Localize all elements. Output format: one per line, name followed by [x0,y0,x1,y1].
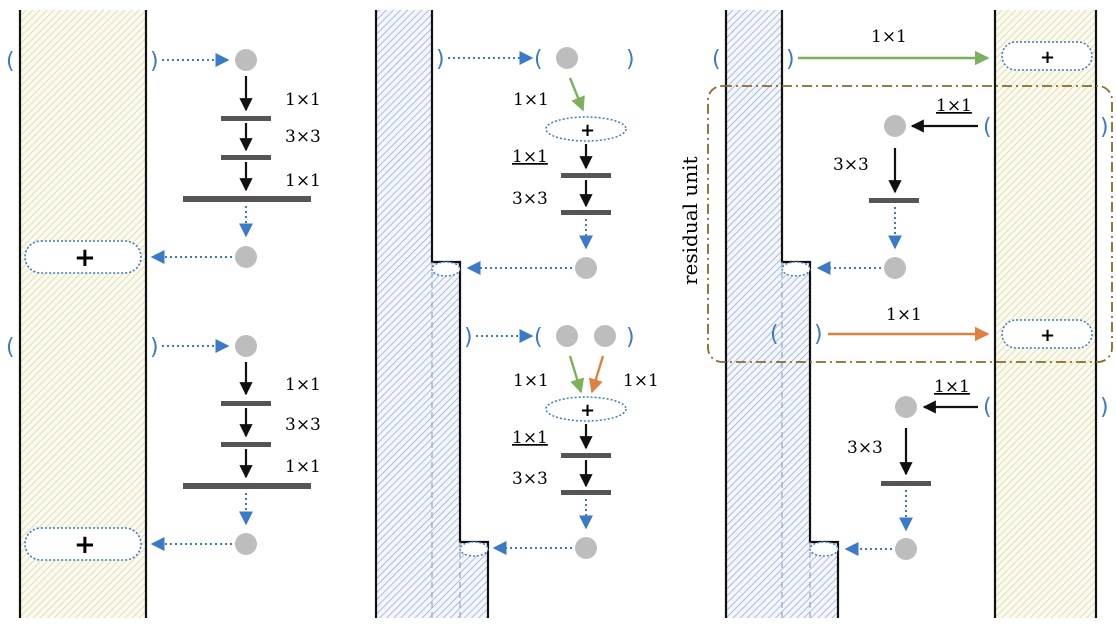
panel-a-bracket-close-2: ) [150,335,159,360]
panel-a-bracket-open-1: ( [6,49,15,74]
panel-c-node-2-out [895,538,917,560]
panel-b-bracket-close-1a: ) [436,47,445,72]
panel-a: ( ) 1×1 3×3 1×1 + ( ) 1×1 3×3 1×1 [6,10,321,618]
panel-c-bracket-close-3: ) [1100,395,1109,420]
panel-c-concat-2 [809,541,839,557]
panel-a-layer-1b [221,155,271,160]
panel-a-plus-1: + [74,243,96,273]
panel-a-plus-2: + [74,530,96,560]
panel-c-layer-2 [881,481,931,486]
panel-a-layer-2b [221,442,271,447]
panel-b-bracket-close-1b: ) [626,47,635,72]
panel-c: ( ) 1×1 + residual unit ( ) 1×1 3×3 ( ) … [678,10,1113,618]
panel-a-label-1x1-2: 1×1 [285,375,321,395]
panel-a-node-2 [235,335,257,357]
panel-b-add-1 [545,116,627,142]
panel-a-add-1 [24,240,142,274]
panel-b-stem-right-edge [430,10,490,618]
panel-c-concat-1 [781,261,811,277]
panel-a-layer-1c [183,196,311,202]
panel-b-bracket-close-2b: ) [626,325,635,350]
panel-c-label-3x3-1: 3×3 [833,155,869,175]
panel-a-node-1-out [235,246,257,268]
panel-c-node-1 [884,115,906,137]
panel-a-layer-2c [183,483,311,489]
panel-c-label-1x1-1: 1×1 [936,96,972,116]
panel-b: ) ( ) 1×1 + 1×1 3×3 ) ( ) 1×1 1×1 + 1×1 [374,10,659,618]
panel-c-add-1 [1001,41,1093,71]
panel-a-label-1x1-1: 1×1 [285,90,321,110]
panel-a-layer-2a [221,401,271,406]
panel-b-layer-2a [561,453,611,458]
panel-b-bracket-close-2a: ) [464,325,473,350]
panel-a-label-3x3-1: 3×3 [285,127,321,147]
panel-b-plus-2: + [580,400,595,421]
panel-b-bracket-open-2: ( [534,325,543,350]
panel-b-node-2-out [575,537,597,559]
panel-b-layer-1a [561,173,611,178]
panel-b-node-2b [594,325,616,347]
panel-c-node-1-out [884,257,906,279]
panel-b-layer-2b [561,490,611,495]
panel-a-node-2-out [235,533,257,555]
panel-b-green-arrow-1 [568,77,585,112]
panel-b-node-2a [556,325,578,347]
panel-c-bracket-open-top: ( [712,47,721,72]
panel-b-bracket-open-1: ( [534,47,543,72]
panel-c-bracket-open-3: ( [983,395,992,420]
panel-c-label-1x1-orange: 1×1 [886,305,922,325]
panel-c-label-1x1-green: 1×1 [871,27,907,47]
panel-a-label-3x3-2: 3×3 [285,415,321,435]
panel-b-add-2 [545,396,627,422]
panel-b-concat-1 [431,261,461,277]
panel-b-label-1x1-2r: 1×1 [623,371,659,391]
panel-c-add-2 [1001,319,1093,349]
panel-a-layer-1a [221,116,271,121]
panel-a-add-2 [24,527,142,561]
panel-b-plus-1: + [580,120,595,141]
panel-b-label-3x3-2: 3×3 [512,469,548,489]
panel-b-node-1-out [575,257,597,279]
panel-c-label-1x1-2: 1×1 [934,377,970,397]
panel-c-residual-unit-label: residual unit [678,156,702,285]
panel-a-bracket-open-2: ( [6,335,15,360]
panel-c-bracket-open-2: ( [770,322,779,347]
panel-a-label-1x1-1b: 1×1 [285,171,321,191]
panel-c-bracket-close-2: ) [814,322,823,347]
panel-b-label-1x1-1b: 1×1 [512,147,548,167]
panel-a-bracket-close-1: ) [150,49,159,74]
panel-c-label-3x3-2: 3×3 [847,438,883,458]
panel-b-label-1x1-2l: 1×1 [513,371,549,391]
panel-c-bracket-close-1: ) [1100,115,1109,140]
panel-b-node-1 [556,47,578,69]
panel-c-blue-stem-right-edge [780,10,840,618]
panel-b-orange-arrow-2 [588,355,605,394]
panel-c-residual-unit-box [707,85,1113,363]
panel-a-stem [20,10,146,618]
panel-a-label-1x1-2b: 1×1 [285,457,321,477]
panel-c-plus-2: + [1040,325,1055,346]
panel-b-green-arrow-2 [568,355,585,394]
panel-b-concat-2 [459,541,489,557]
panel-c-bracket-open-1: ( [983,115,992,140]
panel-c-plus-1: + [1040,47,1055,68]
panel-a-node-1 [235,49,257,71]
panel-c-bracket-close-top: ) [786,47,795,72]
panel-b-label-1x1-1: 1×1 [513,90,549,110]
panel-c-yellow-stem [995,10,1096,618]
panel-b-label-3x3-1: 3×3 [512,189,548,209]
panel-b-label-1x1-2b: 1×1 [512,428,548,448]
panel-c-layer-1 [869,198,919,203]
panel-b-layer-1b [561,210,611,215]
panel-c-node-2 [895,396,917,418]
